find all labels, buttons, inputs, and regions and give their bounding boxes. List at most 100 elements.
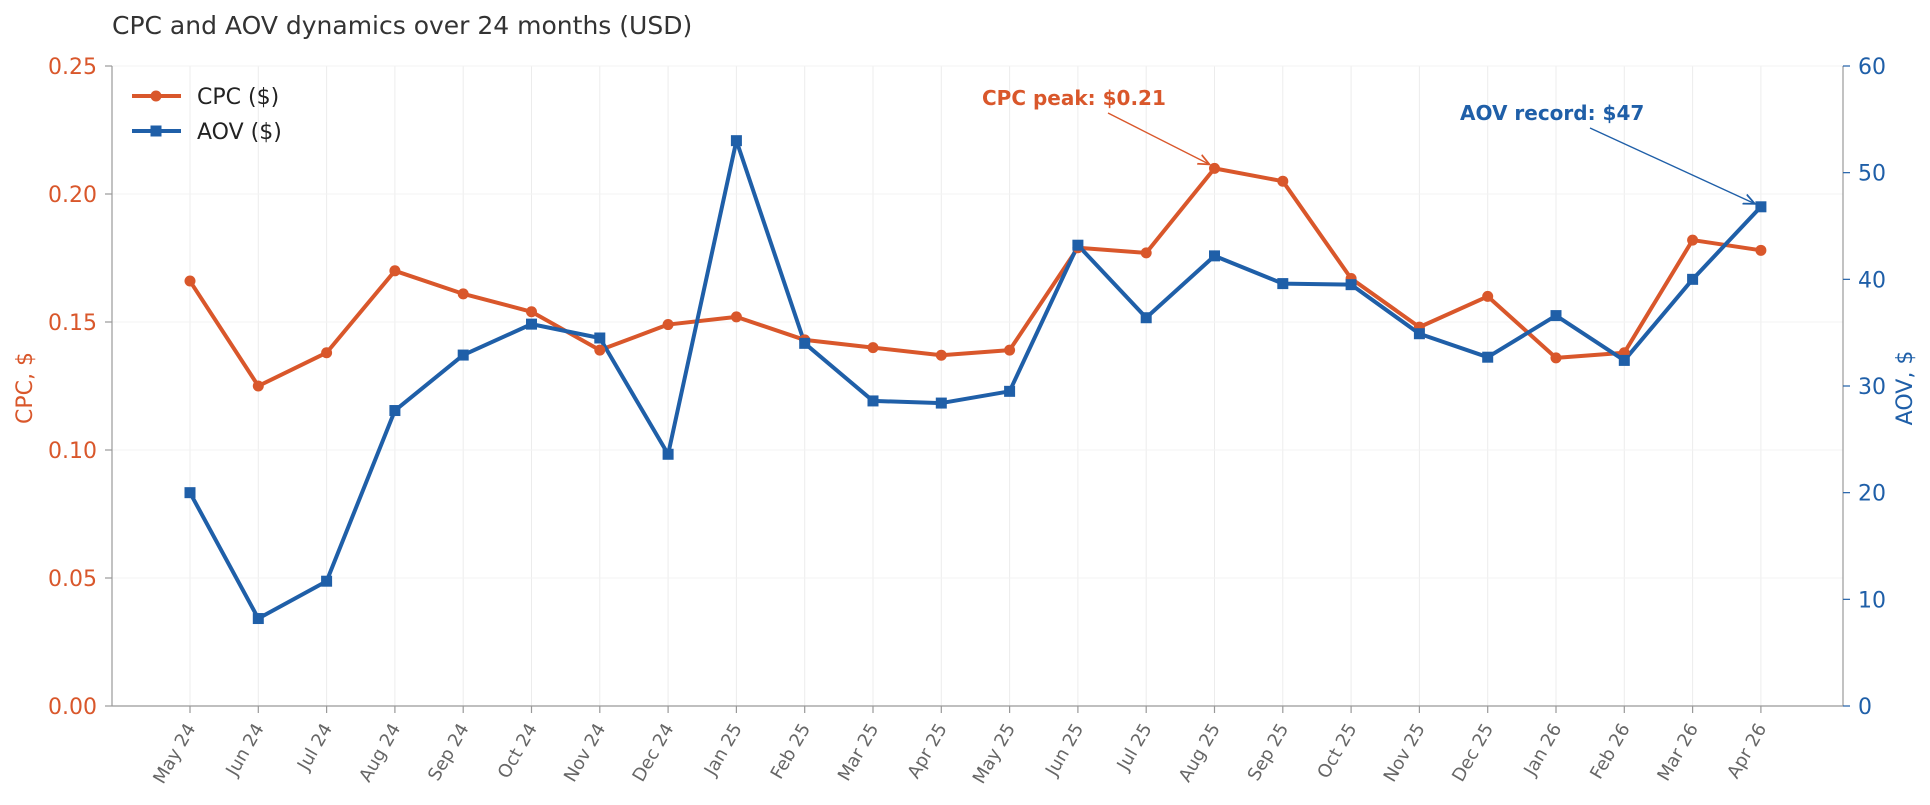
- data-point: [730, 135, 742, 147]
- data-point: [389, 405, 401, 417]
- y-axis-label-right: AOV, $: [1893, 351, 1918, 426]
- x-tick-label: Oct 24: [494, 720, 542, 782]
- series-lines: [188, 138, 1763, 621]
- legend-label: AOV ($): [197, 120, 282, 145]
- chart-title: CPC and AOV dynamics over 24 months (USD…: [112, 11, 692, 40]
- legend: CPC ($) AOV ($): [132, 85, 282, 145]
- legend-swatch-marker: [150, 125, 162, 137]
- grid-lines: [112, 65, 1843, 707]
- data-point: [1755, 201, 1767, 213]
- data-point: [1413, 328, 1425, 340]
- data-point: [730, 311, 742, 323]
- data-point: [184, 275, 196, 287]
- data-point: [526, 318, 537, 330]
- x-tick-label: Nov 24: [560, 720, 610, 786]
- y-tick-label-right: 60: [1858, 55, 1886, 80]
- x-tick-label: May 24: [149, 720, 200, 788]
- x-tick-label: Sep 24: [424, 720, 473, 785]
- annotation-cpc-peak: CPC peak: $0.21: [982, 86, 1166, 110]
- legend-label: CPC ($): [197, 85, 279, 110]
- y-tick-label-right: 50: [1858, 162, 1886, 187]
- x-tick-label: Mar 25: [834, 720, 883, 785]
- annotation-arrow: [1589, 127, 1755, 204]
- x-tick-label: Jul 24: [293, 720, 337, 775]
- data-point: [321, 347, 333, 359]
- data-point: [867, 342, 879, 354]
- data-point: [1482, 351, 1494, 363]
- legend-swatch-marker: [150, 90, 162, 102]
- data-point: [867, 395, 879, 407]
- data-point: [457, 288, 469, 300]
- x-tick-label: Dec 24: [629, 720, 679, 785]
- data-point: [662, 319, 674, 331]
- x-tick-label: Feb 26: [1586, 720, 1634, 783]
- x-tick-label: Apr 25: [904, 720, 952, 782]
- y-tick-label-left: 0.25: [48, 55, 97, 80]
- data-point: [252, 380, 264, 392]
- data-point: [457, 349, 469, 361]
- data-point: [1209, 162, 1220, 174]
- x-tick-label: Aug 24: [355, 720, 405, 786]
- x-tick-label: Feb 25: [767, 720, 815, 783]
- y-tick-label-left: 0.05: [48, 567, 97, 592]
- x-tick-label: May 25: [969, 720, 1020, 788]
- x-tick-label: Jan 25: [700, 720, 747, 780]
- x-tick-label: Jun 24: [222, 720, 269, 781]
- x-tick-label: Mar 26: [1653, 720, 1702, 785]
- data-point: [1140, 312, 1152, 324]
- y-tick-label-left: 0.00: [48, 695, 97, 720]
- y-tick-label-right: 30: [1858, 375, 1886, 400]
- data-point: [321, 575, 333, 587]
- data-point: [1140, 247, 1152, 259]
- data-point: [1072, 239, 1084, 251]
- data-point: [1550, 310, 1562, 322]
- y-tick-label-left: 0.20: [48, 183, 97, 208]
- axes: 0.00 0.05 0.10 0.15 0.20 0.25 0 10 20 30 40 50 60 May…: [48, 55, 1886, 788]
- y-tick-label-right: 10: [1858, 588, 1886, 613]
- y-tick-label-right: 40: [1858, 268, 1886, 293]
- data-point: [1550, 352, 1562, 364]
- data-point: [935, 397, 947, 409]
- data-point: [1004, 385, 1016, 397]
- x-tick-label: Aug 25: [1175, 720, 1225, 786]
- y-tick-label-right: 0: [1858, 695, 1872, 720]
- x-tick-label: Jan 26: [1519, 720, 1566, 780]
- data-point: [1277, 278, 1289, 290]
- y-tick-label-right: 20: [1858, 482, 1886, 507]
- data-point: [594, 332, 606, 344]
- y-tick-label-left: 0.15: [48, 311, 97, 336]
- y-axis-label-left: CPC, $: [13, 352, 38, 424]
- x-tick-label: Dec 25: [1448, 720, 1498, 785]
- annotation-aov-record: AOV record: $47: [1460, 101, 1644, 125]
- data-point: [1004, 344, 1016, 356]
- data-point: [1209, 250, 1220, 262]
- data-point: [594, 344, 606, 356]
- data-point: [1687, 273, 1699, 285]
- data-point: [935, 349, 947, 361]
- x-tick-label: Jul 25: [1113, 720, 1157, 775]
- data-point: [1277, 175, 1289, 187]
- data-point: [799, 337, 811, 349]
- x-tick-label: Apr 26: [1723, 720, 1771, 782]
- data-point: [1345, 279, 1357, 291]
- data-point: [662, 448, 674, 460]
- series-markers: [184, 135, 1767, 625]
- annotations: CPC peak: $0.21 AOV record: $47: [982, 86, 1755, 204]
- data-point: [1618, 354, 1630, 366]
- y-tick-label-left: 0.10: [48, 439, 97, 464]
- x-tick-label: Oct 25: [1313, 720, 1361, 782]
- x-tick-label: Jun 25: [1041, 720, 1088, 781]
- series-line: [188, 166, 1763, 388]
- data-point: [1755, 244, 1767, 256]
- data-point: [252, 613, 264, 625]
- series-line: [188, 138, 1763, 621]
- data-point: [1687, 234, 1699, 246]
- annotation-arrow: [1107, 112, 1210, 164]
- data-point: [1482, 290, 1494, 302]
- data-point: [389, 265, 401, 277]
- x-tick-label: Nov 25: [1380, 720, 1430, 786]
- data-point: [526, 306, 537, 318]
- x-tick-label: Sep 25: [1244, 720, 1293, 785]
- data-point: [184, 487, 196, 499]
